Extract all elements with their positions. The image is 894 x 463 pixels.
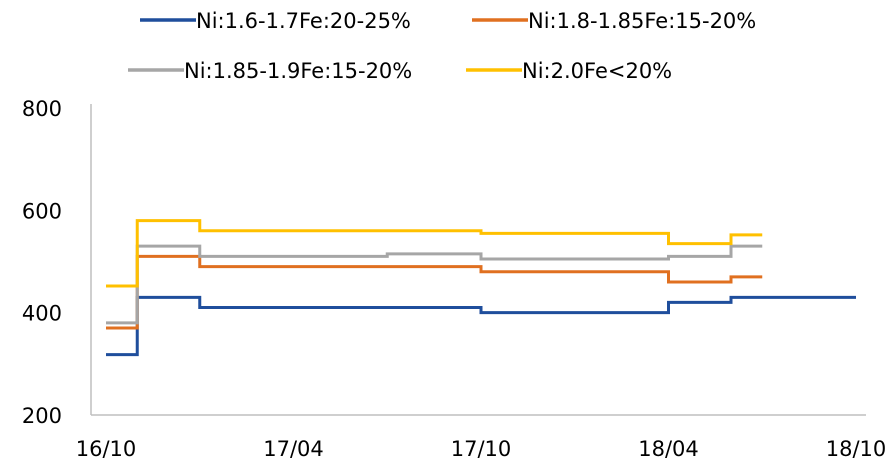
series-line-3 [106, 244, 763, 325]
y-tick-label: 400 [22, 302, 62, 326]
legend: Ni:1.6-1.7Fe:20-25% Ni:1.8-1.85Fe:15-20% N… [128, 9, 756, 83]
legend-label: Ni:1.85-1.9Fe:15-20% [184, 59, 412, 83]
y-tick-label: 200 [22, 404, 62, 428]
legend-label: Ni:2.0Fe<20% [522, 59, 672, 83]
x-tick-label: 18/04 [638, 437, 699, 461]
x-tick-label: 16/10 [76, 437, 137, 461]
axes [90, 104, 866, 416]
x-tick-labels: 16/10 17/04 17/10 18/04 18/10 [76, 437, 887, 461]
series-line-1 [106, 295, 856, 357]
x-tick-label: 18/10 [826, 437, 887, 461]
series-line-4 [106, 219, 763, 288]
plot-area [106, 219, 856, 357]
legend-label: Ni:1.8-1.85Fe:15-20% [528, 9, 756, 33]
y-tick-label: 600 [22, 199, 62, 223]
series-line-2 [106, 254, 763, 330]
x-tick-label: 17/10 [451, 437, 512, 461]
legend-label: Ni:1.6-1.7Fe:20-25% [196, 9, 411, 33]
x-tick-label: 17/04 [263, 437, 324, 461]
y-tick-label: 800 [22, 97, 62, 121]
y-tick-labels: 200 400 600 800 [22, 97, 62, 428]
